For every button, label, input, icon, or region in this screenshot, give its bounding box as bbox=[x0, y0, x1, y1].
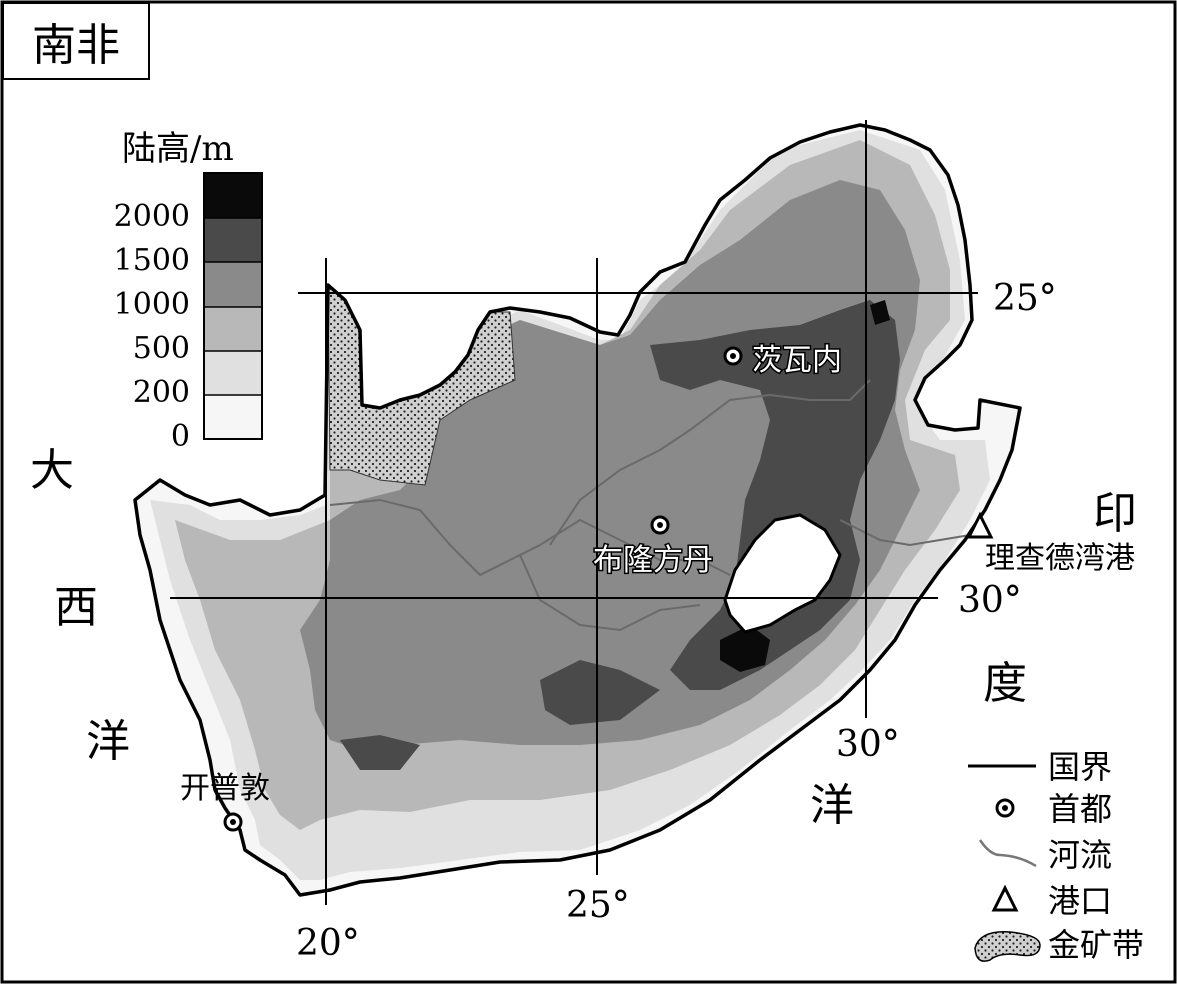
map-title: 南非 bbox=[2, 2, 150, 80]
elev-2000-north bbox=[870, 300, 890, 325]
legend-swatch-500 bbox=[204, 307, 262, 351]
legend-dividers bbox=[204, 217, 262, 396]
ocean-atlantic-3: 洋 bbox=[86, 716, 130, 767]
key-capital-label: 首都 bbox=[1048, 790, 1112, 828]
lat-30-label: 30° bbox=[958, 580, 1022, 621]
key-capital-icon bbox=[995, 798, 1015, 818]
key-port-label: 港口 bbox=[1048, 882, 1112, 920]
orange-river bbox=[329, 498, 731, 577]
ocean-indian-2: 度 bbox=[983, 658, 1027, 709]
lon-20-label: 20° bbox=[296, 923, 360, 964]
national-border bbox=[133, 123, 1022, 897]
legend-heading: 陆高/m bbox=[122, 129, 234, 169]
tributary-river bbox=[519, 554, 701, 632]
lon-30-label: 30° bbox=[836, 724, 900, 765]
place-richards-bay-label: 理查德湾港 bbox=[985, 541, 1135, 576]
lon-25-label: 25° bbox=[566, 885, 630, 926]
map-key: 国界 首都 河流 港口 金矿带 bbox=[968, 748, 1144, 964]
ocean-atlantic-1: 大 bbox=[30, 445, 74, 496]
legend-label-1000: 1000 bbox=[114, 287, 190, 322]
legend-label-0: 0 bbox=[171, 419, 190, 454]
legend-swatch-1500 bbox=[204, 218, 262, 262]
elev-1500-west bbox=[540, 660, 660, 725]
place-bloemfontein-label: 布隆方丹 bbox=[593, 543, 713, 578]
place-cape-town-label: 开普敦 bbox=[180, 771, 270, 806]
legend-label-2000: 2000 bbox=[114, 199, 190, 234]
key-port-icon bbox=[991, 884, 1019, 912]
key-river-icon bbox=[978, 839, 1037, 868]
lesotho bbox=[723, 513, 842, 634]
key-gold-icon bbox=[974, 931, 1041, 962]
legend-swatch-1000 bbox=[204, 262, 262, 307]
vaal-river bbox=[549, 379, 871, 546]
port-triangle-icon bbox=[966, 511, 994, 539]
capital-pretoria: 茨瓦内 bbox=[723, 342, 844, 380]
legend-label-200: 200 bbox=[133, 375, 190, 410]
elev-1500-2000 bbox=[650, 300, 900, 690]
legend-label-500: 500 bbox=[133, 331, 190, 366]
key-river-label: 河流 bbox=[1048, 836, 1112, 874]
capital-bloemfontein: 布隆方丹 bbox=[592, 515, 715, 580]
ocean-indian-3: 洋 bbox=[810, 780, 854, 831]
elev-2000 bbox=[720, 625, 770, 672]
legend-label-1500: 1500 bbox=[114, 243, 190, 278]
port-richards-bay: 理查德湾港 bbox=[966, 511, 1135, 576]
rivers bbox=[329, 379, 971, 632]
elevation-legend: 陆高/m 2000 1500 1000 500 200 0 bbox=[114, 129, 263, 454]
key-gold-label: 金矿带 bbox=[1048, 926, 1144, 964]
graticule bbox=[170, 120, 978, 905]
key-border-label: 国界 bbox=[1048, 748, 1112, 786]
elev-1500-south bbox=[340, 735, 420, 770]
capital-cape-town: 开普敦 bbox=[180, 771, 270, 832]
place-pretoria-label: 茨瓦内 bbox=[752, 343, 842, 378]
legend-swatch-2000 bbox=[204, 173, 262, 218]
legend-swatch-200 bbox=[204, 351, 262, 395]
ocean-indian-1: 印 bbox=[1093, 488, 1137, 539]
legend-swatch-0 bbox=[204, 395, 262, 439]
legend-frame bbox=[203, 172, 263, 440]
ocean-atlantic-2: 西 bbox=[54, 582, 98, 633]
lat-25-label: 25° bbox=[993, 278, 1057, 319]
